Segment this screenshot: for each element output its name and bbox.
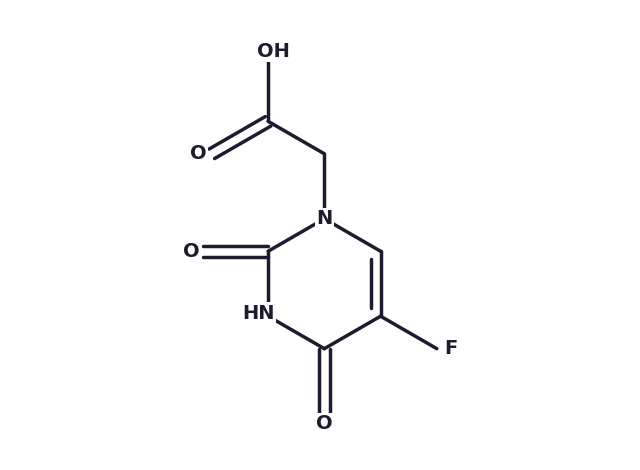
Text: OH: OH: [257, 42, 289, 61]
Text: O: O: [316, 414, 333, 433]
Text: N: N: [316, 209, 332, 228]
Text: O: O: [189, 144, 206, 163]
Text: HN: HN: [242, 304, 275, 323]
Text: F: F: [444, 339, 458, 358]
Text: O: O: [183, 242, 200, 261]
